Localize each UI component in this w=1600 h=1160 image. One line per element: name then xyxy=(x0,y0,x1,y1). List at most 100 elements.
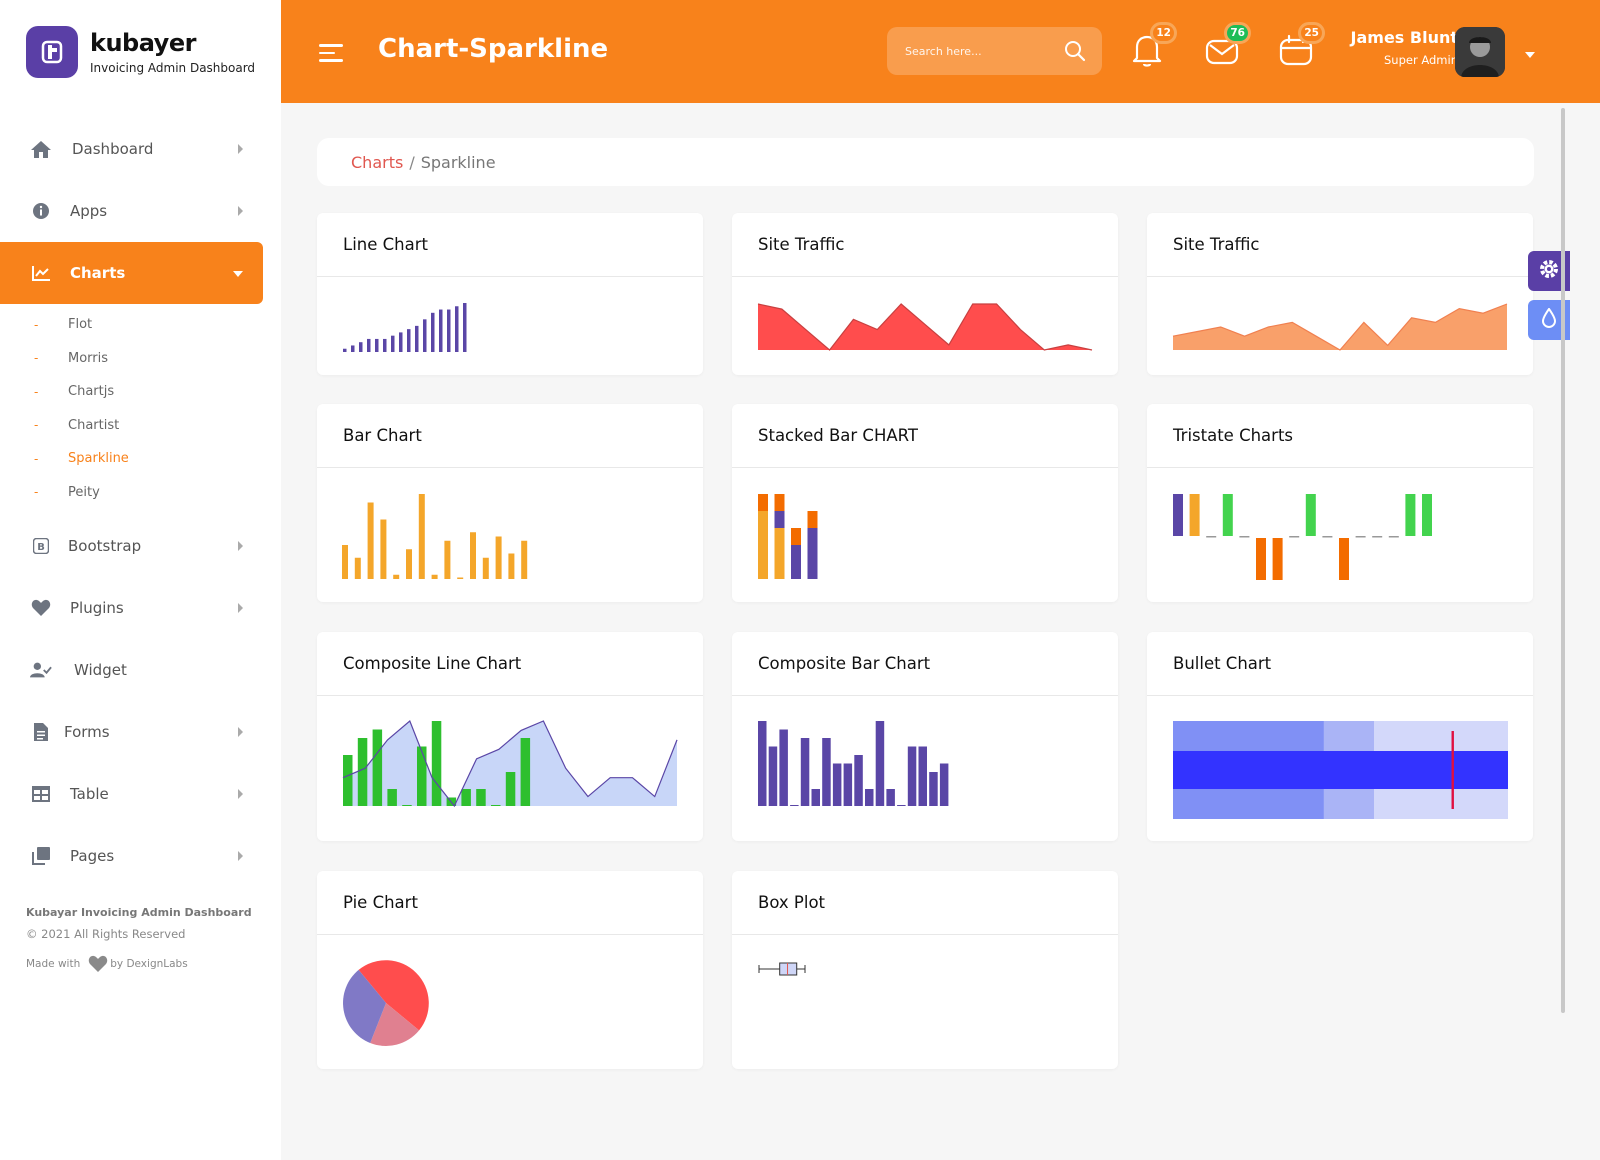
calendar-button[interactable]: 25 xyxy=(1279,22,1325,68)
table-icon xyxy=(30,783,52,805)
card-title: Bullet Chart xyxy=(1147,632,1533,696)
sidebar-item-label: Dashboard xyxy=(72,140,154,158)
card-site-traffic-1: Site Traffic xyxy=(732,213,1118,375)
submenu-label: Chartist xyxy=(68,417,120,433)
home-icon xyxy=(30,138,52,160)
sidebar-item-widget[interactable]: Widget xyxy=(0,639,263,701)
sidebar-item-label: Widget xyxy=(74,661,127,679)
card-stacked-bar: Stacked Bar CHART xyxy=(732,404,1118,602)
droplet-icon xyxy=(1541,307,1557,332)
line-sparkline xyxy=(343,303,467,352)
charts-submenu: - Flot - Morris - Chartjs - Chartist - Sparkl… xyxy=(0,304,263,515)
user-name: James Blunt xyxy=(1350,28,1458,47)
sidebar-item-dashboard[interactable]: Dashboard xyxy=(0,118,263,180)
card-title: Composite Line Chart xyxy=(317,632,703,696)
line-bar xyxy=(423,319,427,352)
chevron-down-icon[interactable] xyxy=(1525,52,1535,58)
composite-bar xyxy=(832,763,842,806)
card-bar-chart: Bar Chart xyxy=(317,404,703,602)
chevron-right-icon xyxy=(238,789,243,799)
avatar[interactable] xyxy=(1455,27,1505,77)
stacked-segment xyxy=(807,511,818,528)
pie-slice xyxy=(370,1003,420,1046)
submenu-item-peity[interactable]: - Peity xyxy=(34,484,100,500)
bullet-performance xyxy=(1173,751,1508,789)
bar xyxy=(393,574,400,579)
calendar-icon xyxy=(1279,34,1313,72)
stacked-segment xyxy=(774,511,785,528)
chevron-down-icon xyxy=(233,271,243,277)
footer-title: Kubayar Invoicing Admin Dashboard xyxy=(26,906,252,919)
composite-bar xyxy=(372,729,383,806)
tristate-bar xyxy=(1206,536,1217,538)
sidebar-item-apps[interactable]: Apps xyxy=(0,180,263,242)
box-sparkline xyxy=(758,962,806,976)
composite-bar xyxy=(779,729,788,806)
sidebar-item-plugins[interactable]: Plugins xyxy=(0,577,263,639)
card-title: Tristate Charts xyxy=(1147,404,1533,468)
composite-bar xyxy=(865,789,874,806)
brand[interactable]: kubayer Invoicing Admin Dashboard xyxy=(26,26,255,78)
line-bar xyxy=(343,348,347,352)
submenu-item-morris[interactable]: - Morris xyxy=(34,350,109,366)
bullet-sparkline xyxy=(1173,721,1508,819)
card-title: Site Traffic xyxy=(1147,213,1533,277)
card-title: Stacked Bar CHART xyxy=(732,404,1118,468)
submenu-item-chartist[interactable]: - Chartist xyxy=(34,417,120,433)
line-bar xyxy=(407,329,411,352)
sidebar-menu: Dashboard Apps Charts - Flot - Morris - Cha… xyxy=(0,118,263,887)
bar xyxy=(342,545,348,579)
bar xyxy=(457,577,464,579)
sidebar-item-charts[interactable]: Charts xyxy=(0,242,263,304)
composite-bar xyxy=(491,805,501,806)
scrollbar-thumb[interactable] xyxy=(1561,108,1565,1013)
submenu-item-flot[interactable]: - Flot xyxy=(34,317,93,333)
submenu-item-chartjs[interactable]: - Chartjs xyxy=(34,384,115,400)
user-role: Super Admin xyxy=(1384,53,1458,67)
breadcrumb-current: Sparkline xyxy=(420,152,496,172)
made-by-text: by DexignLabs xyxy=(110,958,188,970)
tristate-bar xyxy=(1289,536,1300,538)
composite-bar xyxy=(822,738,831,806)
card-bullet: Bullet Chart xyxy=(1147,632,1533,841)
composite-bar-sparkline xyxy=(758,721,949,806)
top-header: Chart-Sparkline 12 76 25 James Blunt Sup… xyxy=(281,0,1600,103)
sidebar-item-label: Pages xyxy=(70,847,115,865)
card-composite-bar: Composite Bar Chart xyxy=(732,632,1118,841)
bar xyxy=(380,519,387,579)
sidebar-item-table[interactable]: Table xyxy=(0,763,263,825)
submenu-item-sparkline[interactable]: - Sparkline xyxy=(34,451,129,467)
composite-bar xyxy=(790,805,799,806)
line-bar xyxy=(439,309,443,352)
sidebar-item-label: Forms xyxy=(64,723,110,741)
bar xyxy=(470,532,476,579)
user-menu[interactable]: James Blunt Super Admin xyxy=(1348,28,1458,67)
menu-toggle-icon[interactable] xyxy=(319,44,343,67)
pie-slice xyxy=(358,960,429,1031)
search-icon[interactable] xyxy=(1064,40,1086,66)
card-line-chart: Line Chart xyxy=(317,213,703,375)
footer-made-with: Made with by DexignLabs xyxy=(26,955,252,973)
search-input[interactable] xyxy=(905,27,1055,75)
tristate-bar xyxy=(1173,494,1183,536)
composite-bar xyxy=(907,746,917,806)
bullet-target xyxy=(1451,731,1454,809)
chevron-right-icon xyxy=(238,851,243,861)
sidebar: kubayer Invoicing Admin Dashboard Dashbo… xyxy=(0,0,281,1160)
composite-bar xyxy=(461,789,471,806)
composite-bar xyxy=(417,746,427,806)
breadcrumb-parent[interactable]: Charts xyxy=(351,152,404,172)
file-icon xyxy=(30,721,52,743)
bar xyxy=(495,536,502,579)
bar xyxy=(521,540,528,579)
tristate-bar xyxy=(1305,494,1316,536)
info-icon xyxy=(30,200,52,222)
notifications-button[interactable]: 12 xyxy=(1131,22,1177,68)
sidebar-item-pages[interactable]: Pages xyxy=(0,825,263,887)
messages-button[interactable]: 76 xyxy=(1205,22,1251,68)
sidebar-item-bootstrap[interactable]: B Bootstrap xyxy=(0,515,263,577)
composite-bar xyxy=(402,805,412,806)
submenu-label: Chartjs xyxy=(68,384,115,400)
chevron-right-icon xyxy=(238,727,243,737)
sidebar-item-forms[interactable]: Forms xyxy=(0,701,263,763)
